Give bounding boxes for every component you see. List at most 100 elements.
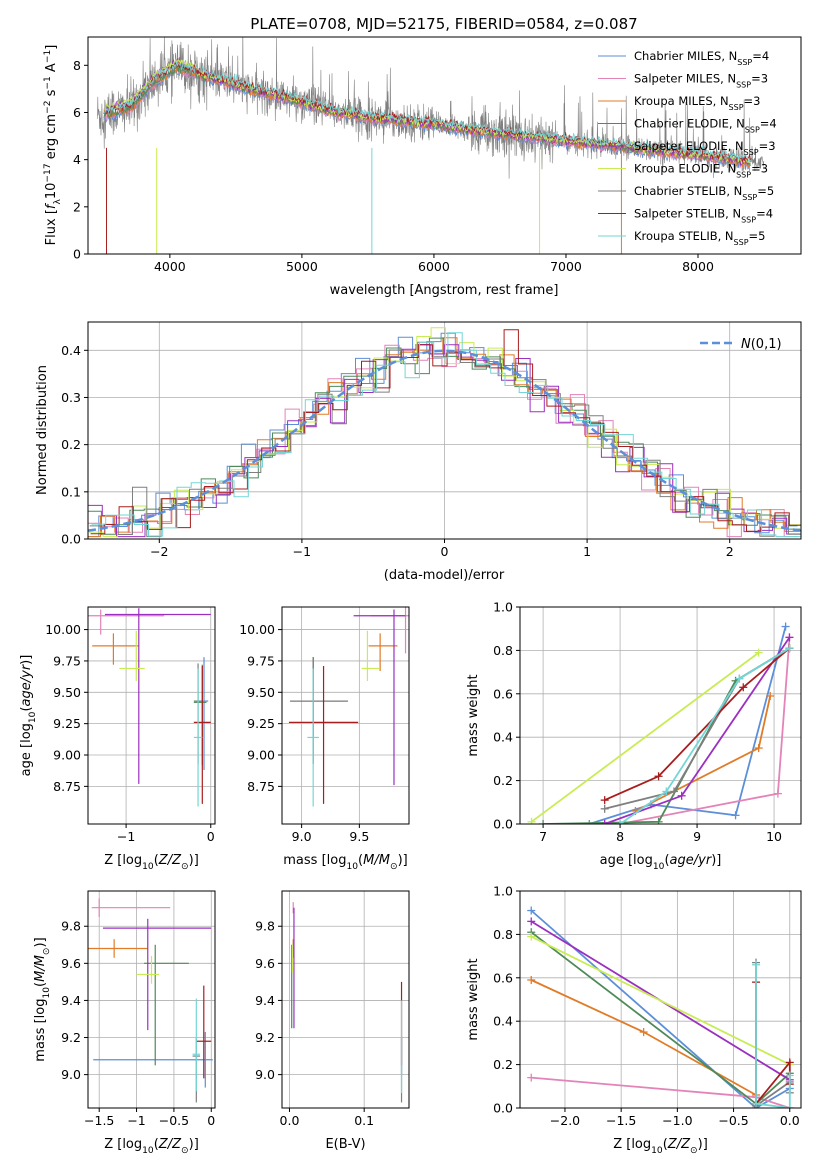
grid xyxy=(282,607,409,824)
y-tick-label: 9.6 xyxy=(61,956,81,971)
y-tick-label: 9.0 xyxy=(255,1067,275,1082)
errorbar-point xyxy=(192,998,201,1092)
y-tick-label: 8.75 xyxy=(247,779,275,794)
mass-weight-series-line xyxy=(619,647,790,824)
mass-weight-marker xyxy=(754,744,763,753)
mass-weight-marker xyxy=(739,683,748,692)
mass-weight-marker xyxy=(766,691,775,700)
y-tick-label: 0.2 xyxy=(61,437,81,452)
x-tick-label: 4000 xyxy=(154,259,186,274)
errorbar-point xyxy=(290,657,348,739)
mass-weight-marker xyxy=(785,1071,794,1080)
errorbar-point xyxy=(290,657,348,764)
y-tick-label: 0.8 xyxy=(493,927,513,942)
legend-entry: Salpeter ELODIE, NSSP=3 xyxy=(634,139,776,157)
y-tick-label: 10.00 xyxy=(239,622,275,637)
x-axis-label: age [log10(age/yr)] xyxy=(600,853,722,872)
legend-entry: Chabrier STELIB, NSSP=5 xyxy=(634,184,774,202)
y-tick-label: 0.6 xyxy=(493,970,513,985)
y-axis-label: mass weight xyxy=(466,674,481,756)
age-vs-mass-panel: 9.0 9.5 8.75 9.00 9.25 9.50 9.75 10.00 mass [log… xyxy=(239,606,410,872)
mass-weight-marker xyxy=(662,787,671,796)
y-tick-label: 0 xyxy=(73,247,81,262)
errorbar-point xyxy=(353,609,406,786)
massweight-vs-age-panel: 7 8 9 10 0.0 0.2 0.4 0.6 0.8 1.0 age [log10(age/yr… xyxy=(466,600,802,872)
residual-histogram-step xyxy=(89,341,801,538)
errorbar-point xyxy=(368,633,398,671)
residual-histogram-panel: −2 −1 0 1 2 0.0 0.1 0.2 0.3 0.4 N(0,1) (data-model)… xyxy=(35,321,802,583)
mass-weight-marker xyxy=(752,960,761,969)
residual-histogram-step xyxy=(88,344,799,538)
mass-weight-marker xyxy=(600,804,609,813)
y-tick-label: 9.25 xyxy=(53,716,81,731)
errorbar-point xyxy=(193,664,207,766)
axes-frame: 4000 5000 6000 7000 8000 0 2 4 6 8 xyxy=(73,36,802,274)
mass-weight-series-line xyxy=(604,647,791,801)
plot-area xyxy=(88,608,211,807)
x-tick-label: 5000 xyxy=(286,259,318,274)
y-tick-label: 0.0 xyxy=(493,817,513,832)
figure-title: PLATE=0708, MJD=52175, FIBERID=0584, z=0… xyxy=(250,15,637,33)
legend-entry: Kroupa MILES, NSSP=3 xyxy=(634,94,760,112)
mass-weight-series-line xyxy=(530,935,791,1066)
x-tick-label: 6000 xyxy=(418,259,450,274)
x-tick-label: −2.0 xyxy=(550,1113,580,1128)
axes-frame: −1.5 −1 −0.5 0 9.0 9.2 9.4 9.6 9.8 xyxy=(61,890,216,1128)
x-tick-label: 0.0 xyxy=(280,1113,300,1128)
grid xyxy=(520,890,801,1109)
x-tick-label: 0.0 xyxy=(780,1113,800,1128)
y-tick-label: 0.4 xyxy=(493,1014,513,1029)
errorbar-point xyxy=(136,955,159,984)
mass-weight-marker xyxy=(773,789,782,798)
y-tick-label: 2 xyxy=(73,199,81,214)
plot-area xyxy=(288,607,409,807)
mass-vs-z-panel: −1.5 −1 −0.5 0 9.0 9.2 9.4 9.6 9.8 Z [log10(Z/Z⊙)… xyxy=(33,890,216,1156)
plot-area xyxy=(88,898,213,1103)
mass-weight-series-line xyxy=(530,651,760,823)
mass-weight-marker xyxy=(527,906,536,915)
grid xyxy=(520,606,801,825)
mass-weight-marker xyxy=(585,820,594,824)
mass-weight-marker xyxy=(527,917,536,926)
x-tick-label: −1.0 xyxy=(662,1113,692,1128)
errorbar-point xyxy=(144,944,189,1066)
legend-entry: Chabrier ELODIE, NSSP=4 xyxy=(634,117,777,135)
x-tick-label: −1.5 xyxy=(84,1113,114,1128)
y-axis-label: mass weight xyxy=(466,958,481,1040)
y-tick-label: 0.3 xyxy=(61,390,81,405)
y-tick-label: 9.25 xyxy=(247,716,275,731)
plot-area xyxy=(291,902,403,1103)
plot-area xyxy=(88,327,801,538)
y-tick-label: 9.50 xyxy=(247,685,275,700)
y-axis-label: Normed distribution xyxy=(35,365,50,495)
axes-frame: −2.0 −1.5 −1.0 −0.5 0.0 0.0 0.2 0.4 0.6 0.8 1.0 xyxy=(493,884,802,1128)
y-axis-label: mass [log10(M/M⊙)] xyxy=(33,937,52,1061)
y-tick-label: 0.0 xyxy=(61,532,81,547)
errorbar-point xyxy=(307,668,319,807)
errorbar-point xyxy=(88,609,165,635)
x-axis-label: mass [log10(M/M⊙)] xyxy=(283,853,407,872)
x-axis-label: E(B-V) xyxy=(325,1137,365,1152)
x-axis-label: Z [log10(Z/Z⊙)] xyxy=(104,853,199,872)
y-tick-label: 9.00 xyxy=(247,748,275,763)
x-tick-label: 0.1 xyxy=(354,1113,374,1128)
x-tick-label: 0 xyxy=(207,829,215,844)
y-tick-label: 9.0 xyxy=(61,1067,81,1082)
errorbar-point xyxy=(290,657,348,764)
y-tick-label: 0.0 xyxy=(493,1101,513,1116)
model-spectrum-line xyxy=(103,68,751,169)
mass-weight-marker xyxy=(539,820,548,824)
x-tick-label: 7 xyxy=(539,829,547,844)
spectrum-panel: 4000 5000 6000 7000 8000 0 2 4 6 8 Chabrier MILES,… xyxy=(43,36,802,298)
x-axis-label: (data-model)/error xyxy=(384,568,505,583)
y-tick-label: 9.75 xyxy=(53,653,81,668)
x-tick-label: −1.5 xyxy=(606,1113,636,1128)
mass-weight-marker xyxy=(616,820,625,824)
y-axis-label: Flux [fλ10−17 erg cm−2 s−1 A−1] xyxy=(43,45,63,246)
legend-entry: Chabrier MILES, NSSP=4 xyxy=(634,49,769,67)
mass-weight-marker xyxy=(754,648,763,657)
mass-weight-marker xyxy=(677,791,686,800)
residual-histogram-step xyxy=(88,327,801,538)
mass-weight-marker xyxy=(527,817,536,824)
